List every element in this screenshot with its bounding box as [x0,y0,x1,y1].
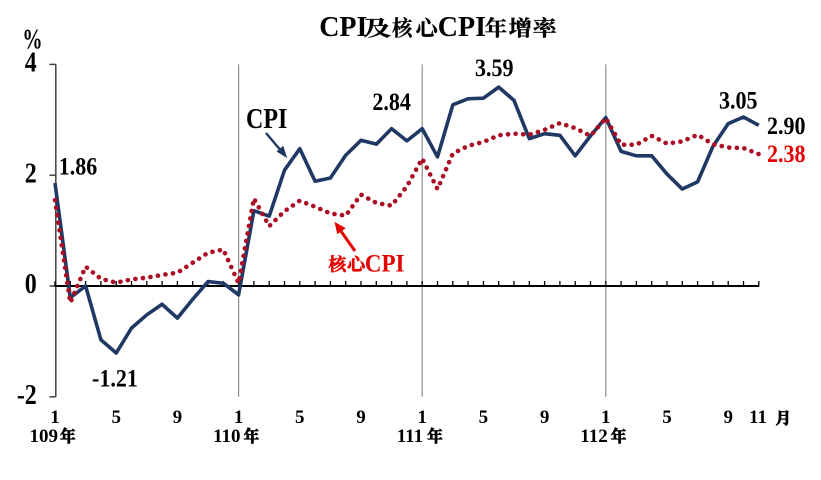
svg-text:5: 5 [662,407,672,428]
svg-text:2.38: 2.38 [767,140,806,168]
svg-text:109: 109 [30,426,59,447]
svg-text:9: 9 [356,407,366,428]
svg-text:9: 9 [173,407,183,428]
svg-text:1: 1 [601,407,611,428]
svg-text:112: 112 [580,426,607,447]
svg-text:-2: -2 [17,379,37,410]
svg-text:5: 5 [295,407,305,428]
svg-text:1: 1 [417,407,427,428]
svg-text:9: 9 [540,407,550,428]
svg-text:CPI: CPI [438,12,486,43]
svg-text:5: 5 [479,407,489,428]
svg-text:110: 110 [213,426,240,447]
svg-text:111: 111 [397,426,423,447]
svg-text:1: 1 [234,407,244,428]
svg-text:0: 0 [25,268,37,299]
svg-text:2: 2 [25,158,37,189]
svg-text:1: 1 [50,407,60,428]
svg-text:11: 11 [749,407,767,428]
svg-text:CPI: CPI [246,103,287,134]
svg-text:2.84: 2.84 [372,88,411,116]
svg-text:CPI: CPI [365,249,405,277]
svg-text:2.90: 2.90 [767,112,806,140]
svg-text:3.05: 3.05 [719,87,758,115]
svg-text:4: 4 [25,47,37,78]
svg-text:%: % [22,24,42,55]
svg-text:9: 9 [723,407,733,428]
svg-text:3.59: 3.59 [475,54,514,82]
svg-text:1.86: 1.86 [59,153,98,181]
svg-text:CPI: CPI [319,12,367,43]
svg-text:5: 5 [111,407,121,428]
svg-text:-1.21: -1.21 [92,365,138,393]
